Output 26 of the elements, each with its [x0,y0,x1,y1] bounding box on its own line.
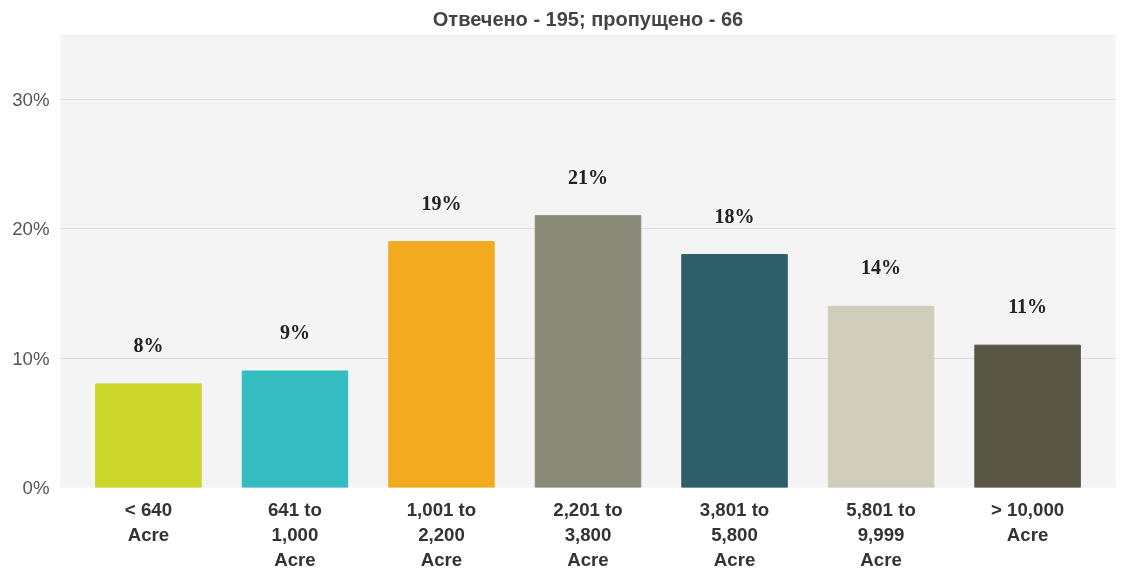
bar [827,305,935,488]
bar [95,383,202,488]
bar [388,241,495,488]
y-tick-label: 10% [12,347,50,369]
bar [974,344,1081,488]
x-tick-label: 3,801 to 5,800 Acre [699,498,770,570]
y-tick-label: 30% [12,88,50,110]
data-label: 14% [861,256,902,279]
bar [681,254,788,488]
data-label: 18% [714,204,755,227]
bar [534,215,642,488]
x-tick-label: > 10,000 Acre [991,498,1065,545]
data-label: 19% [421,191,462,214]
x-tick-label: 641 to 1,000 Acre [267,498,322,570]
x-tick-label: 1,001 to 2,200 Acre [406,498,477,570]
y-tick-label: 0% [22,477,50,498]
data-label: 21% [568,165,608,188]
chart-title: Отвечено - 195; пропущено - 66 [432,7,744,30]
data-label: 9% [279,321,310,344]
data-label: 8% [133,333,164,356]
x-tick-label: < 640 Acre [124,498,173,545]
data-label: 11% [1008,295,1048,318]
bar [241,370,349,488]
y-tick-label: 20% [12,218,50,240]
x-tick-label: 5,801 to 9,999 Acre [846,498,916,570]
x-tick-label: 2,201 to 3,800 Acre [553,498,623,570]
